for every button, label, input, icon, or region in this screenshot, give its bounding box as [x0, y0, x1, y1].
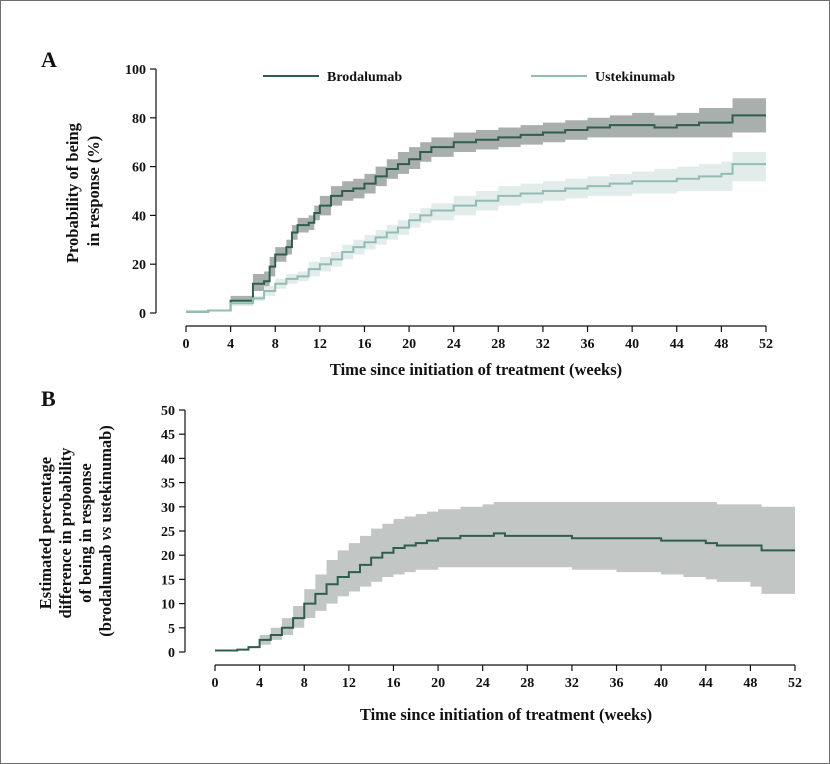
- panel-b-series-line-0: [215, 532, 795, 652]
- panel-b-x-tick-label: 28: [520, 676, 534, 691]
- panel-a-x-tick-label: 8: [272, 337, 279, 352]
- legend: Brodalumab Ustekinumab: [263, 70, 675, 85]
- panel-a: A Brodalumab Ustekinumab Probability of …: [41, 47, 773, 379]
- panel-a-x-tick-label: 36: [581, 337, 595, 352]
- panel-b-y-axis-title: Estimated percentage difference in proba…: [36, 425, 115, 637]
- panel-a-y-tick-label: 20: [132, 258, 146, 273]
- panel-a-y-tick-label: 0: [139, 307, 146, 322]
- panel-b-x-tick-label: 12: [342, 676, 356, 691]
- panel-a-x-tick-label: 28: [491, 337, 505, 352]
- panel-a-label: A: [41, 47, 57, 72]
- y-title-segment: (brodalumab: [96, 540, 115, 636]
- panel-b-x-tick-label: 32: [565, 676, 579, 691]
- panel-b-y-axis-title-line3: of being in response: [76, 463, 95, 603]
- panel-b-y-tick-label: 50: [161, 404, 175, 419]
- panel-b-y-tick-label: 35: [161, 477, 175, 492]
- panel-a-series-line-1: [186, 163, 766, 313]
- panel-b-x-tick-label: 4: [256, 676, 263, 691]
- panel-a-x-axis-title: Time since initiation of treatment (week…: [330, 360, 622, 379]
- panel-a-x-tick-label: 44: [670, 337, 684, 352]
- panel-b-y-tick-label: 5: [168, 622, 175, 637]
- panel-b-y-tick-label: 15: [161, 573, 175, 588]
- panel-b-x-tick-label: 24: [476, 676, 490, 691]
- panel-b-x-tick-label: 20: [431, 676, 445, 691]
- legend-label-brodalumab: Brodalumab: [327, 70, 402, 85]
- panel-b-y-tick-label: 30: [161, 501, 175, 516]
- panel-a-y-axis-title-line1: Probability of being: [63, 122, 82, 263]
- panel-b: B Estimated percentage difference in pro…: [36, 386, 802, 724]
- panel-b-y-axis-title-line4: (brodalumab vs ustekinumab): [96, 425, 115, 637]
- panel-a-x-tick-label: 16: [357, 337, 371, 352]
- panel-a-y-axis-title-line2: in response (%): [84, 136, 103, 247]
- panel-a-series-line-0: [186, 114, 766, 313]
- legend-label-ustekinumab: Ustekinumab: [595, 70, 675, 85]
- panel-b-y-tick-label: 25: [161, 525, 175, 540]
- panel-b-y-axis-title-line1: Estimated percentage: [36, 457, 55, 609]
- panel-b-x-tick-label: 8: [301, 676, 308, 691]
- panel-b-x-tick-label: 40: [654, 676, 668, 691]
- panel-b-x-tick-label: 52: [788, 676, 802, 691]
- panel-a-x-tick-label: 0: [183, 337, 190, 352]
- panel-b-x-axis-title: Time since initiation of treatment (week…: [360, 705, 652, 724]
- panel-a-x-tick-label: 40: [625, 337, 639, 352]
- panel-b-y-tick-label: 0: [168, 646, 175, 661]
- panel-a-x-tick-label: 12: [313, 337, 327, 352]
- panel-b-y-tick-label: 40: [161, 452, 175, 467]
- panel-b-ci-band-0: [215, 501, 795, 651]
- panel-a-y-tick-label: 60: [132, 161, 146, 176]
- panel-a-x-tick-label: 52: [759, 337, 773, 352]
- panel-a-y-tick-label: 40: [132, 209, 146, 224]
- panel-b-y-tick-label: 45: [161, 428, 175, 443]
- panel-a-x-tick-label: 4: [227, 337, 234, 352]
- panel-b-y-tick-label: 20: [161, 549, 175, 564]
- panel-a-x-tick-label: 32: [536, 337, 550, 352]
- panel-b-y-axis-title-line2: difference in probability: [56, 447, 75, 619]
- panel-b-x-tick-label: 36: [610, 676, 624, 691]
- panel-a-y-axis-title: Probability of being in response (%): [63, 119, 103, 263]
- panel-b-x-tick-label: 0: [212, 676, 219, 691]
- panel-a-ci-band-1: [186, 151, 766, 312]
- panel-a-x-tick-label: 48: [714, 337, 728, 352]
- panel-a-x-tick-label: 20: [402, 337, 416, 352]
- panel-a-y-tick-label: 100: [125, 63, 146, 78]
- panel-b-x-tick-label: 48: [743, 676, 757, 691]
- y-title-segment: ustekinumab): [96, 425, 115, 526]
- panel-a-x-tick-label: 24: [447, 337, 461, 352]
- panel-b-x-tick-label: 44: [699, 676, 713, 691]
- panel-b-label: B: [41, 386, 56, 411]
- panel-b-y-tick-label: 10: [161, 598, 175, 613]
- vs-italic-text: vs: [96, 527, 115, 541]
- panel-a-y-tick-label: 80: [132, 112, 146, 127]
- panel-b-x-tick-label: 16: [386, 676, 400, 691]
